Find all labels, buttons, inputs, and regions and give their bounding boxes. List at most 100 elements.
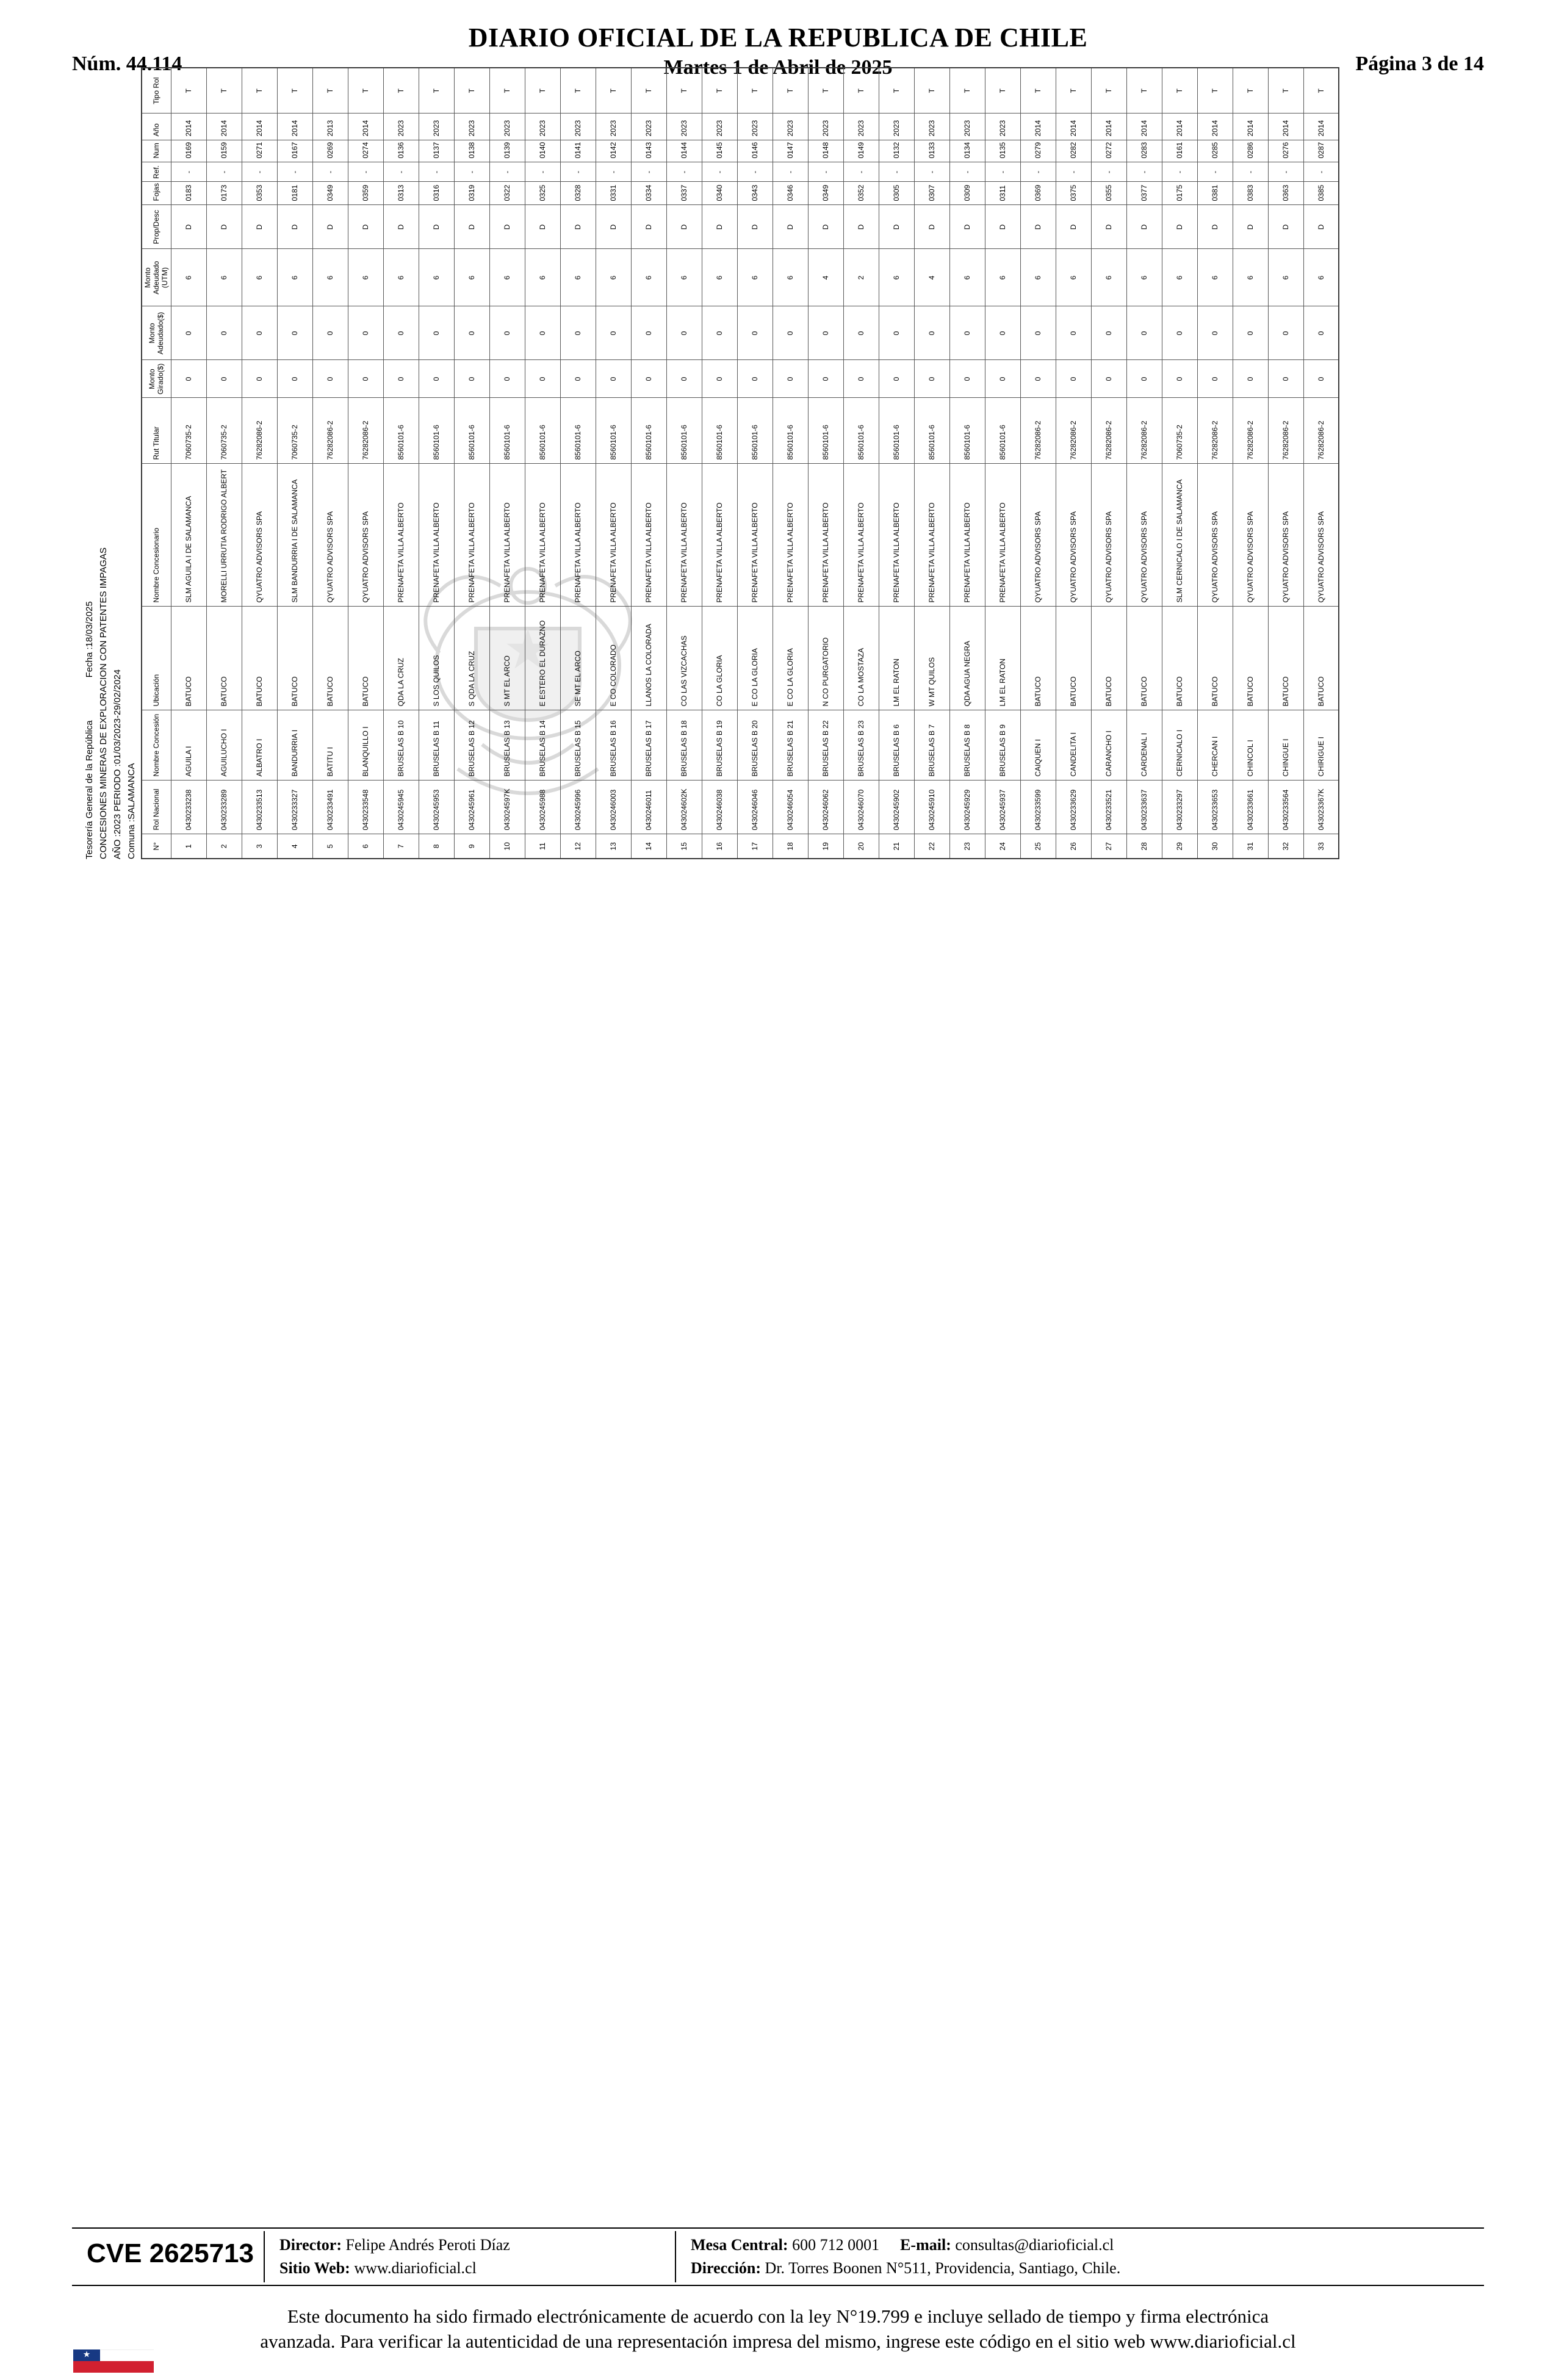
table-cell: T	[596, 68, 631, 114]
table-cell: 6	[1233, 249, 1268, 306]
table-cell: 0	[702, 360, 737, 398]
table-cell: 6	[454, 249, 489, 306]
table-cell: 0	[525, 306, 560, 360]
table-cell: -	[383, 162, 419, 182]
table-cell: 8560101-6	[985, 398, 1020, 464]
table-cell: PRENAFETA VILLA ALBERTO	[489, 464, 525, 607]
table-cell: 24	[985, 834, 1020, 859]
table-cell: 0	[348, 360, 383, 398]
table-cell: 0147	[773, 140, 808, 162]
table-cell: 0	[1162, 360, 1197, 398]
report-date: Fecha :18/03/2025	[84, 601, 95, 678]
table-cell: 2023	[596, 114, 631, 140]
table-cell: QYUATRO ADVISORS SPA	[1303, 464, 1339, 607]
table-cell: BATUCO	[171, 607, 206, 710]
table-cell: D	[631, 205, 666, 249]
table-cell: 17	[737, 834, 773, 859]
table-cell: BATITU I	[312, 710, 348, 781]
footer-contact-block: Mesa Central: 600 712 0001 E-mail: consul…	[691, 2234, 1120, 2280]
table-cell: -	[1126, 162, 1162, 182]
column-header: Rol Nacional	[142, 781, 171, 834]
table-row: 23 0430245929 BRUSELAS B 8 QDA AGUA NEGRA PR…	[949, 68, 985, 859]
table-cell: T	[277, 68, 312, 114]
table-cell: 2023	[631, 114, 666, 140]
table-row: 18 0430246054 BRUSELAS B 21 E CO LA GLORIA P…	[773, 68, 808, 859]
table-cell: BATUCO	[1197, 607, 1233, 710]
table-cell: D	[383, 205, 419, 249]
table-cell: 2023	[843, 114, 879, 140]
table-cell: 0	[1091, 306, 1126, 360]
table-cell: BATUCO	[1268, 607, 1303, 710]
table-cell: 7060735-2	[1162, 398, 1197, 464]
table-cell: T	[171, 68, 206, 114]
table-cell: D	[737, 205, 773, 249]
column-header: Tipo Rol	[142, 68, 171, 114]
table-cell: 0	[596, 360, 631, 398]
table-cell: PRENAFETA VILLA ALBERTO	[596, 464, 631, 607]
table-cell: 0142	[596, 140, 631, 162]
table-cell: 8560101-6	[702, 398, 737, 464]
table-cell: 0430245953	[419, 781, 454, 834]
table-cell: -	[525, 162, 560, 182]
table-cell: 0	[1126, 360, 1162, 398]
table-cell: D	[1162, 205, 1197, 249]
table-cell: 0	[631, 360, 666, 398]
table-cell: D	[277, 205, 312, 249]
table-cell: PRENAFETA VILLA ALBERTO	[454, 464, 489, 607]
masthead-date: Martes 1 de Abril de 2025	[663, 56, 893, 79]
table-cell: T	[631, 68, 666, 114]
table-cell: CHINGUE I	[1268, 710, 1303, 781]
table-cell: 0328	[560, 182, 596, 205]
table-cell: D	[596, 205, 631, 249]
table-cell: 0	[242, 360, 277, 398]
table-cell: -	[1056, 162, 1091, 182]
table-cell: 13	[596, 834, 631, 859]
table-cell: 8560101-6	[419, 398, 454, 464]
table-cell: 0430246011	[631, 781, 666, 834]
table-row: 13 0430246003 BRUSELAS B 16 E CO COLORADO PR…	[596, 68, 631, 859]
table-cell: CARANCHO I	[1091, 710, 1126, 781]
table-cell: 3	[242, 834, 277, 859]
table-cell: 7060735-2	[206, 398, 242, 464]
svg-text:★: ★	[503, 618, 553, 682]
table-cell: BRUSELAS B 11	[419, 710, 454, 781]
table-cell: 0	[171, 360, 206, 398]
table-cell: 8560101-6	[560, 398, 596, 464]
table-row: 30 0430233653 CHERCAN I BATUCO QYUATRO ADVIS…	[1197, 68, 1233, 859]
table-cell: -	[949, 162, 985, 182]
table-cell: 6	[383, 249, 419, 306]
table-cell: CHINCOL I	[1233, 710, 1268, 781]
table-cell: 8560101-6	[525, 398, 560, 464]
table-cell: 2023	[560, 114, 596, 140]
table-cell: 28	[1126, 834, 1162, 859]
table-cell: 4	[808, 249, 843, 306]
table-cell: PRENAFETA VILLA ALBERTO	[879, 464, 914, 607]
table-cell: T	[737, 68, 773, 114]
table-cell: CERNICALO I	[1162, 710, 1197, 781]
table-cell: -	[242, 162, 277, 182]
table-cell: 25	[1020, 834, 1056, 859]
table-cell: 0	[1056, 360, 1091, 398]
table-cell: PRENAFETA VILLA ALBERTO	[737, 464, 773, 607]
table-cell: E CO LA GLORIA	[773, 607, 808, 710]
table-cell: 0305	[879, 182, 914, 205]
rotated-table-block: Tesorería General de la República Fecha :…	[82, 67, 1352, 859]
table-cell: BRUSELAS B 22	[808, 710, 843, 781]
table-cell: 14	[631, 834, 666, 859]
table-cell: PRENAFETA VILLA ALBERTO	[808, 464, 843, 607]
table-cell: T	[525, 68, 560, 114]
column-header: Año	[142, 114, 171, 140]
report-subject: CONCESIONES MINERAS DE EXPLORACION CON P…	[98, 547, 109, 859]
table-cell: CO LAS VIZCACHAS	[666, 607, 702, 710]
table-cell: 11	[525, 834, 560, 859]
table-cell: 2014	[348, 114, 383, 140]
table-cell: 0430233297	[1162, 781, 1197, 834]
table-row: 31 0430233661 CHINCOL I BATUCO QYUATRO ADVIS…	[1233, 68, 1268, 859]
report-agency-line: Tesorería General de la República Fecha :…	[82, 68, 96, 859]
table-row: 1 0430233238 AGUILA I BATUCO SLM AGUILA I DE…	[171, 68, 206, 859]
table-cell: 0	[419, 360, 454, 398]
table-cell: SE MT EL ARCO	[560, 607, 596, 710]
table-cell: T	[914, 68, 949, 114]
table-cell: 2014	[277, 114, 312, 140]
table-row: 12 0430245996 BRUSELAS B 15 SE MT EL ARCO PR…	[560, 68, 596, 859]
